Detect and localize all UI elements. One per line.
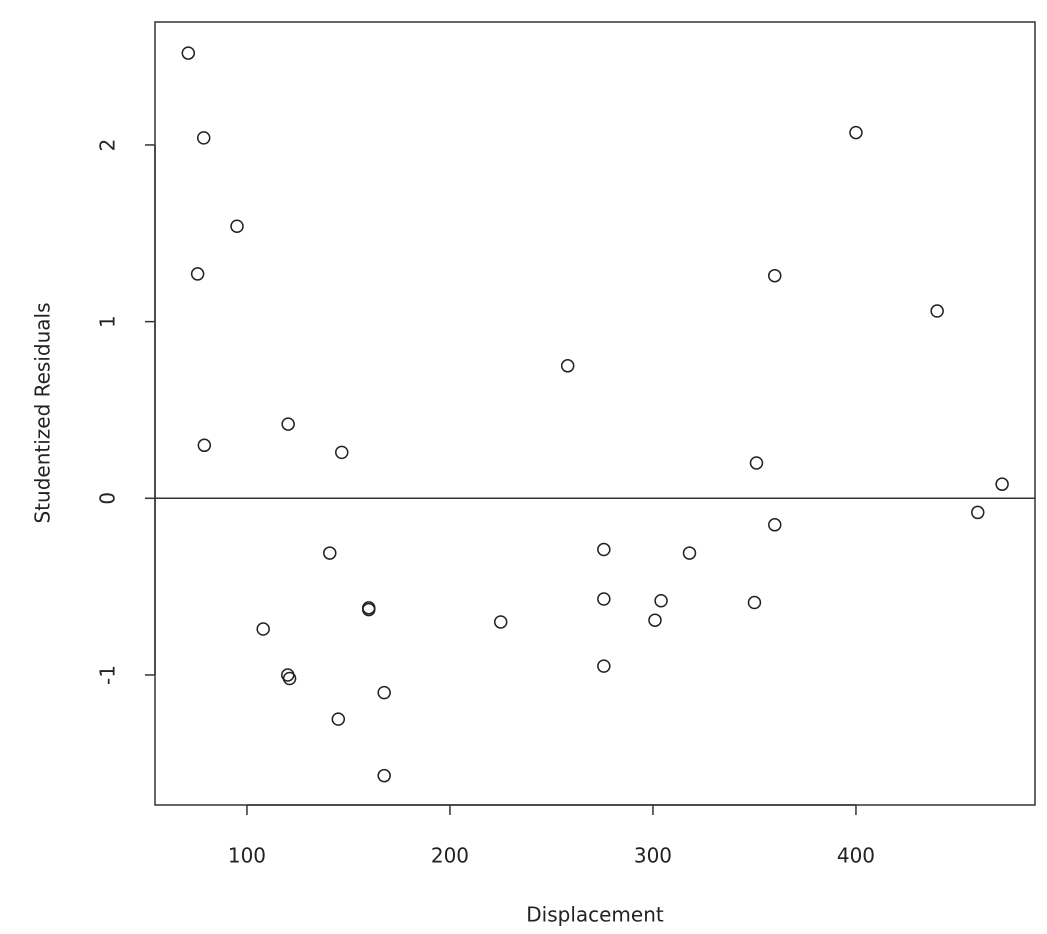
point [747, 595, 762, 610]
point [230, 219, 244, 233]
plot-frame [154, 21, 1036, 806]
point [323, 546, 337, 560]
x-tick-label: 200 [431, 844, 469, 868]
x-tick-label: 300 [634, 844, 672, 868]
point [560, 359, 575, 373]
point [597, 592, 611, 606]
point [930, 304, 944, 318]
point [181, 46, 196, 60]
point [849, 125, 863, 140]
point [377, 685, 391, 700]
x-tick-label: 400 [837, 844, 875, 868]
point [282, 671, 297, 686]
point [768, 268, 782, 283]
x-axis-label: Displacement [526, 903, 664, 927]
y-tick-label: 1 [96, 315, 120, 328]
point [281, 417, 295, 431]
point [971, 505, 985, 520]
point [197, 438, 212, 453]
y-axis-label: Studentized Residuals [31, 302, 55, 523]
point [597, 542, 611, 557]
point [995, 477, 1009, 491]
point [749, 456, 764, 470]
y-tick-label: 0 [96, 492, 120, 505]
x-tick-label: 100 [228, 844, 266, 868]
y-tick-label: -1 [96, 665, 120, 685]
point [493, 615, 508, 629]
point [196, 131, 211, 145]
point [597, 659, 611, 673]
point [682, 546, 697, 560]
y-tick-label: 2 [96, 139, 120, 152]
point [654, 594, 668, 608]
point [331, 712, 346, 726]
point [362, 602, 376, 617]
point [256, 622, 270, 636]
point [335, 445, 349, 460]
point [377, 768, 391, 783]
point [648, 613, 662, 627]
point [190, 267, 205, 281]
point [768, 518, 782, 532]
